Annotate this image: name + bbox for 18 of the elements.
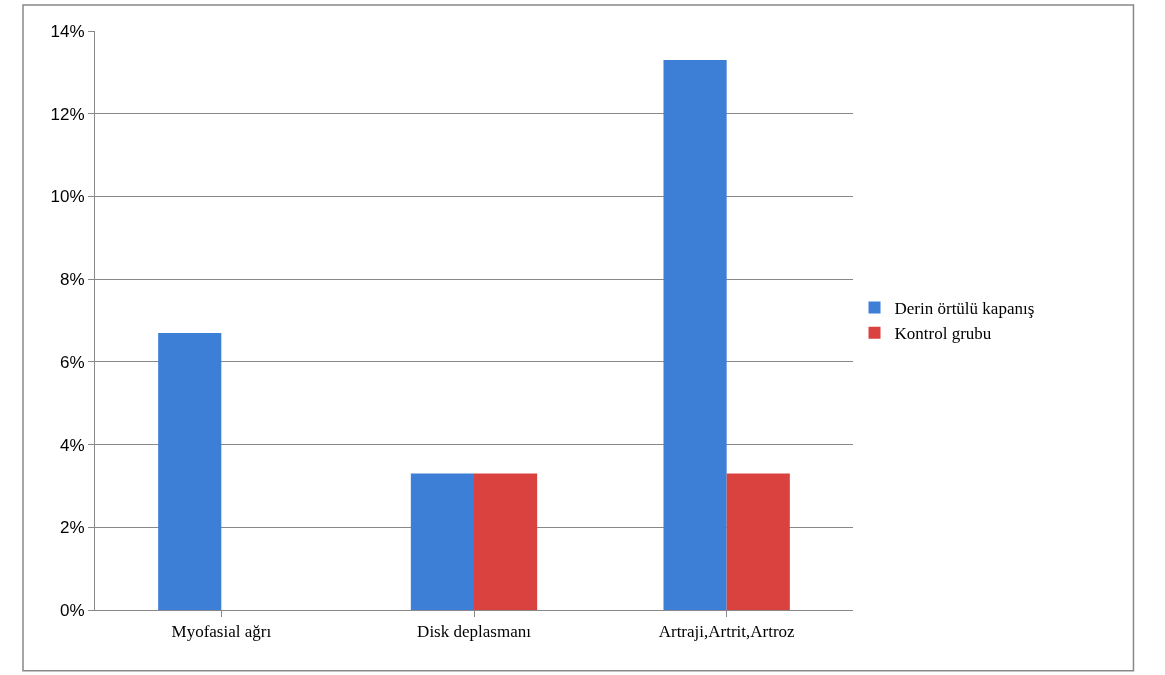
y-tick-label: 10% <box>50 187 85 207</box>
bar <box>410 473 474 610</box>
bar <box>158 332 222 610</box>
bar <box>726 473 790 610</box>
y-tick-label: 6% <box>60 352 85 372</box>
y-tick-label: 4% <box>60 435 85 455</box>
bar <box>474 473 538 610</box>
bar <box>663 59 727 610</box>
x-tick-label: Myofasial ağrı <box>171 622 272 642</box>
y-tick-label: 8% <box>60 270 85 290</box>
x-tick-label: Artraji,Artrit,Artroz <box>658 622 796 642</box>
y-tick-label: 14% <box>50 21 85 41</box>
y-tick-label: 2% <box>60 518 85 538</box>
legend-label: Derin örtülü kapanış <box>894 299 1035 319</box>
x-tick-label: Disk deplasmanı <box>417 622 532 642</box>
y-tick-label: 0% <box>60 600 85 620</box>
y-tick-label: 12% <box>50 104 85 124</box>
legend-label: Kontrol grubu <box>894 324 992 344</box>
